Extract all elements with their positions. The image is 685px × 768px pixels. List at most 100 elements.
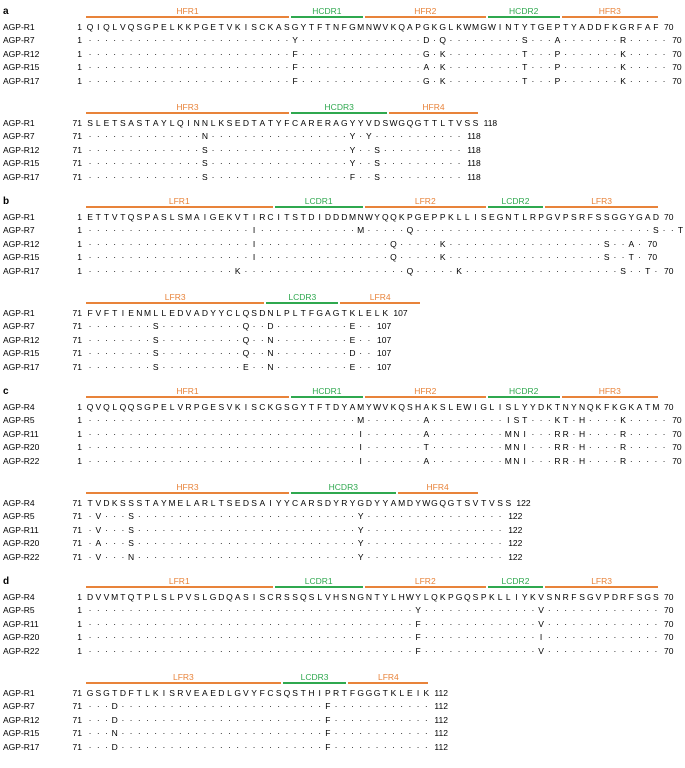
residue: · — [400, 645, 404, 656]
end-position: 107 — [377, 334, 392, 345]
residue: · — [269, 455, 272, 466]
residue: · — [490, 511, 494, 522]
residue: · — [277, 538, 281, 549]
residue: · — [228, 551, 231, 562]
residue: A — [423, 402, 430, 412]
end-position: 70 — [672, 455, 682, 466]
residue: · — [154, 225, 158, 236]
residue: C — [259, 22, 266, 32]
residue: · — [137, 701, 141, 712]
residue: · — [88, 605, 92, 616]
residue: Y — [349, 144, 356, 155]
residue: · — [105, 605, 108, 616]
residue: · — [375, 605, 379, 616]
residue: S — [202, 144, 208, 155]
residue: · — [375, 75, 379, 86]
residue: R — [177, 688, 184, 698]
residue: I — [498, 402, 502, 412]
residue: T — [308, 402, 315, 412]
residue: · — [416, 144, 420, 155]
residue: · — [646, 455, 650, 466]
end-position: 122 — [508, 551, 523, 562]
residue: T — [645, 265, 651, 276]
residue: · — [137, 62, 141, 73]
residue: · — [359, 605, 363, 616]
residue: · — [424, 238, 428, 249]
residue: I — [277, 212, 280, 222]
residue: · — [654, 605, 658, 616]
residue: · — [588, 455, 592, 466]
residue: · — [449, 455, 453, 466]
residue: · — [236, 511, 240, 522]
residue: · — [318, 131, 322, 142]
region-header: HCDR1 — [291, 386, 363, 398]
residue: · — [219, 632, 223, 643]
residue: · — [285, 551, 289, 562]
residue: · — [310, 701, 313, 712]
residue: · — [277, 728, 281, 739]
region-bar — [487, 396, 560, 398]
residue: · — [228, 348, 231, 359]
residue: · — [605, 618, 609, 629]
residue: · — [154, 428, 158, 439]
residue: T — [218, 22, 224, 32]
residue: · — [105, 265, 108, 276]
residue: T — [481, 498, 487, 508]
sequence-name: AGP-R11 — [3, 428, 39, 439]
residue: · — [334, 334, 338, 345]
residue: · — [408, 632, 412, 643]
residue: · — [162, 605, 166, 616]
residue: · — [105, 334, 108, 345]
residue: · — [629, 225, 633, 236]
residue: D — [119, 688, 126, 698]
sequence-row: AGP-R11 71 · V · · · S · · · · · · · · · · · · · · · · · · · · · · · · ·… — [0, 524, 685, 537]
residue: P — [554, 62, 561, 73]
sequence-row: AGP-R1 1 E T T V T Q S P A S L S M A I G E K V T I R C I T S T D I D D D M… — [0, 211, 685, 224]
residue: · — [113, 158, 117, 169]
residue: F — [341, 22, 347, 32]
residue: · — [244, 171, 248, 182]
region-header: LFR1 — [86, 576, 273, 588]
residue: · — [629, 35, 633, 46]
region-bar — [561, 16, 658, 18]
residue: T — [112, 308, 118, 318]
residue: · — [351, 511, 354, 522]
residue: · — [252, 131, 256, 142]
residue: · — [129, 131, 133, 142]
residue: · — [260, 75, 264, 86]
residue: · — [187, 225, 190, 236]
residue: · — [162, 348, 166, 359]
start-position: 1 — [77, 265, 82, 276]
residue: · — [457, 158, 461, 169]
residue: · — [277, 428, 281, 439]
start-position: 71 — [72, 348, 82, 359]
residue: · — [277, 158, 281, 169]
residue: · — [638, 35, 641, 46]
residue: · — [433, 551, 436, 562]
residue: L — [210, 498, 216, 508]
residue: · — [301, 348, 305, 359]
residue: S — [653, 225, 659, 236]
residue: · — [392, 265, 395, 276]
residue: Q — [127, 402, 135, 412]
residue: · — [424, 551, 428, 562]
residue: · — [121, 348, 125, 359]
residue: · — [367, 632, 371, 643]
residue: · — [301, 265, 305, 276]
residue: · — [392, 158, 395, 169]
sequence-row: AGP-R17 1 · · · · · · · · · · · · · · · · · · K · · · · · · · · · · · · ·… — [0, 265, 685, 278]
residue: · — [285, 238, 289, 249]
region-header: HFR4 — [397, 482, 478, 494]
residue: · — [433, 252, 436, 263]
residue: · — [441, 225, 445, 236]
residue: · — [433, 48, 436, 59]
residue: N — [513, 442, 520, 453]
residue: · — [219, 455, 223, 466]
residue: · — [310, 321, 313, 332]
residue: · — [326, 632, 330, 643]
end-position: 70 — [664, 402, 674, 412]
residue: · — [342, 415, 346, 426]
residue: · — [342, 238, 346, 249]
residue: · — [482, 538, 486, 549]
residue: · — [195, 618, 199, 629]
